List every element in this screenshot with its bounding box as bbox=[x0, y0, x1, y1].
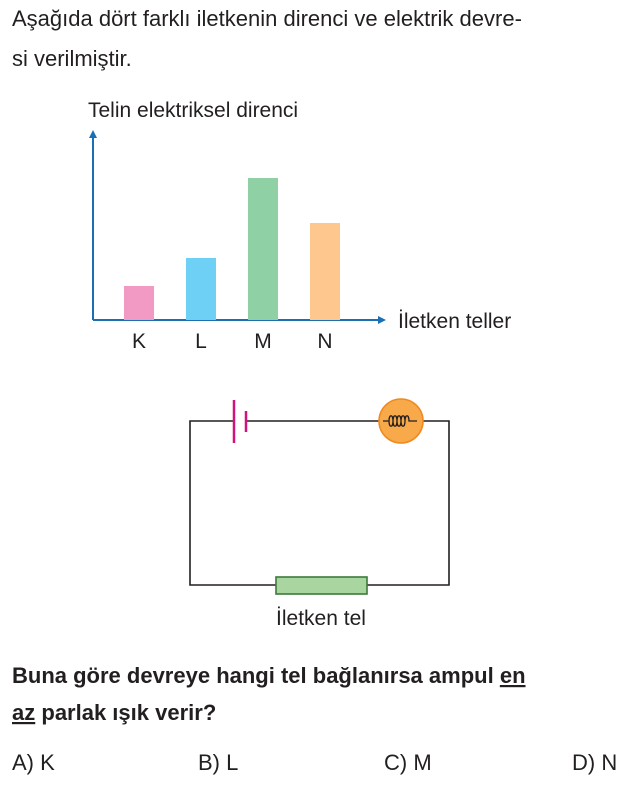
option[interactable]: B) L bbox=[198, 750, 238, 775]
bar bbox=[124, 286, 154, 320]
bar-chart: Telin elektriksel direnci İletken teller K… bbox=[88, 99, 511, 353]
bar bbox=[248, 178, 278, 320]
emphasis: az bbox=[12, 700, 35, 725]
wire-label: İletken tel bbox=[276, 607, 366, 630]
circuit bbox=[189, 398, 450, 595]
option[interactable]: D) N bbox=[572, 750, 617, 775]
option[interactable]: A) K bbox=[12, 750, 55, 775]
bar bbox=[186, 258, 216, 320]
intro-line: Aşağıda dört farklı iletkenin direnci ve… bbox=[12, 6, 522, 31]
x-tick-label: L bbox=[195, 330, 207, 353]
y-axis-arrow bbox=[89, 130, 97, 138]
x-tick-label: N bbox=[317, 330, 332, 353]
bar bbox=[310, 223, 340, 320]
emphasis: en bbox=[500, 663, 526, 688]
intro-line: si verilmiştir. bbox=[12, 46, 132, 71]
question-line: Buna göre devreye hangi tel bağlanırsa a… bbox=[12, 663, 526, 688]
question-line: az parlak ışık verir? bbox=[12, 700, 216, 725]
conductor-wire bbox=[275, 576, 368, 595]
option[interactable]: C) M bbox=[384, 750, 432, 775]
question-text: parlak ışık verir? bbox=[41, 700, 216, 725]
x-tick-label: M bbox=[254, 330, 272, 353]
question-text: Buna göre devreye hangi tel bağlanırsa a… bbox=[12, 663, 494, 688]
x-axis-label: İletken teller bbox=[398, 310, 511, 333]
x-tick-label: K bbox=[132, 330, 146, 353]
wire bbox=[367, 420, 450, 586]
wire bbox=[189, 420, 276, 586]
y-axis-label: Telin elektriksel direnci bbox=[88, 99, 298, 122]
filament bbox=[383, 415, 417, 427]
x-axis-arrow bbox=[378, 316, 386, 324]
